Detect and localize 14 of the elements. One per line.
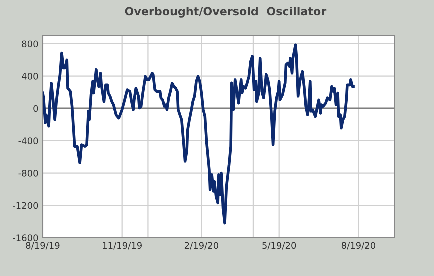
y-tick-label: 0 <box>34 105 38 112</box>
x-tick-label: 8/19/19 <box>26 242 60 250</box>
y-tick-label: 800 <box>22 40 38 48</box>
chart-title: Overbought/Oversold Oscillator <box>125 7 327 18</box>
x-tick-label: 11/19/19 <box>103 242 142 250</box>
y-tick-label: -800 <box>18 170 38 177</box>
x-tick-label: 8/19/20 <box>342 242 376 250</box>
y-tick-label: 400 <box>22 73 38 80</box>
y-tick-label: -400 <box>18 138 38 144</box>
y-tick-label: -1200 <box>13 202 38 210</box>
x-tick-label: 5/19/20 <box>262 242 296 250</box>
line-series <box>42 44 355 225</box>
y-tick-label: -1600 <box>13 234 38 242</box>
x-tick-label: 2/19/20 <box>184 242 218 250</box>
